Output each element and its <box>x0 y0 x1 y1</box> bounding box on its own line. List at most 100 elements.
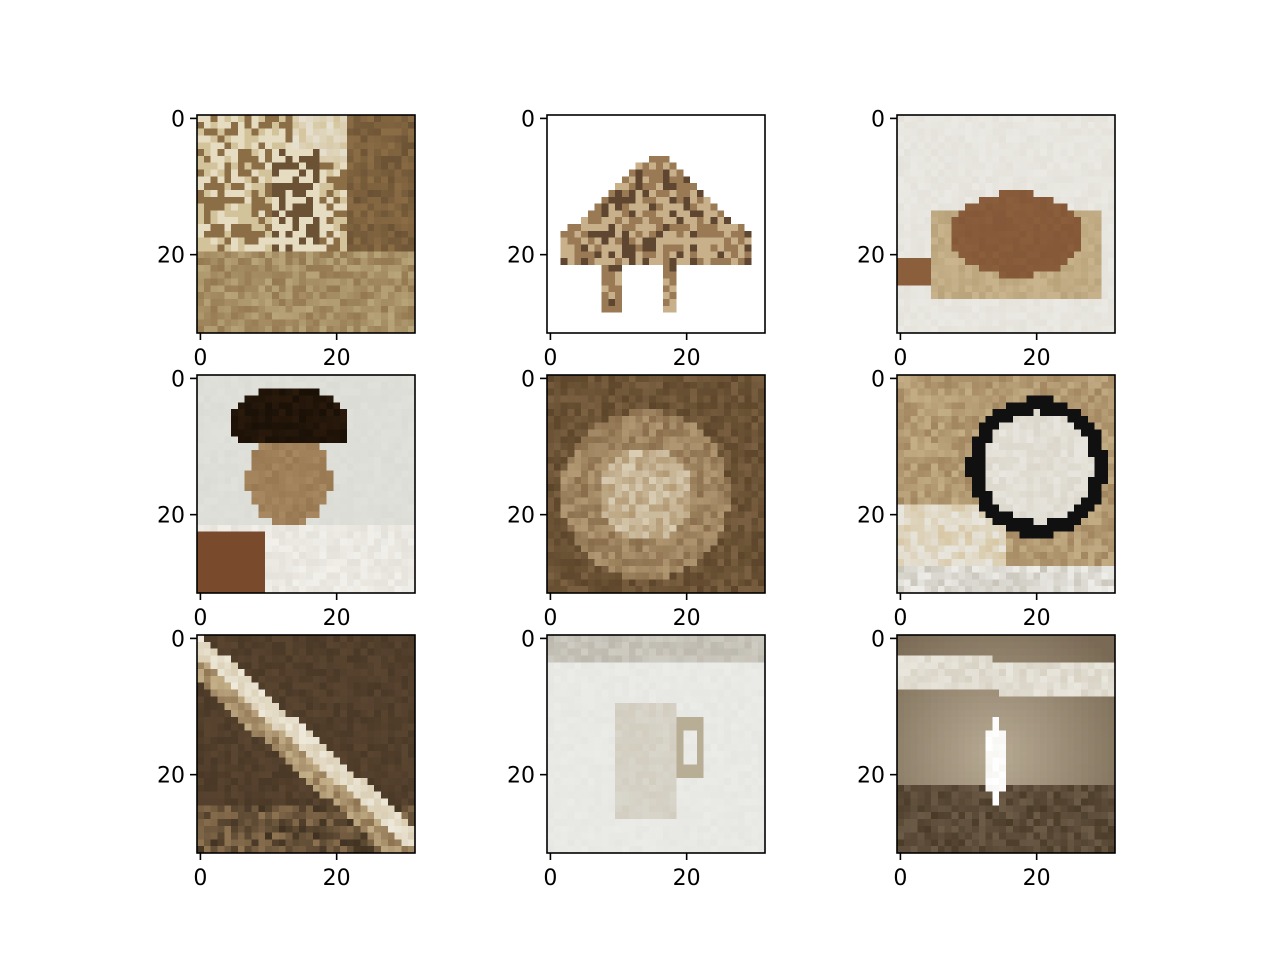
pixel <box>210 135 218 143</box>
pixel <box>669 518 677 526</box>
pixel <box>333 224 341 232</box>
pixel <box>367 395 375 403</box>
pixel <box>730 230 739 239</box>
pixel <box>197 497 205 505</box>
pixel <box>326 128 334 136</box>
pixel <box>231 319 239 327</box>
pixel <box>635 121 643 130</box>
pixel <box>560 415 568 424</box>
pixel <box>676 312 684 320</box>
pixel <box>394 271 402 279</box>
pixel <box>965 135 973 143</box>
pixel <box>567 470 575 478</box>
pixel <box>292 463 300 471</box>
pixel <box>560 230 568 239</box>
pixel <box>1019 142 1027 150</box>
pixel <box>340 415 348 424</box>
pixel <box>710 443 718 451</box>
pixel <box>401 388 409 396</box>
pixel <box>340 142 348 150</box>
pixel <box>594 326 602 334</box>
pixel <box>1101 224 1109 232</box>
pixel <box>587 121 596 130</box>
pixel <box>594 183 602 191</box>
pixel <box>244 415 252 424</box>
pixel <box>224 409 232 417</box>
pixel <box>333 244 341 252</box>
pixel <box>710 375 718 383</box>
pixel <box>931 149 939 157</box>
pixel <box>353 402 361 410</box>
pixel <box>224 224 232 232</box>
pixel <box>285 402 293 410</box>
pixel <box>547 121 555 130</box>
pixel <box>917 271 925 279</box>
pixel <box>326 511 334 519</box>
pixel <box>642 429 650 437</box>
pixel <box>724 388 732 396</box>
pixel <box>333 518 341 526</box>
pixel <box>1094 210 1102 218</box>
pixel <box>367 375 375 383</box>
pixel <box>353 203 361 211</box>
pixel <box>649 264 657 273</box>
pixel <box>360 558 368 567</box>
pixel <box>224 572 232 580</box>
pixel <box>730 484 739 492</box>
pixel <box>231 128 239 136</box>
pixel <box>730 305 739 313</box>
pixel <box>401 409 409 417</box>
pixel <box>306 402 314 410</box>
pixel <box>374 511 382 519</box>
pixel <box>560 292 568 300</box>
pixel <box>547 375 555 383</box>
pixel <box>258 142 266 150</box>
pixel <box>951 189 959 198</box>
pixel <box>594 237 602 245</box>
pixel <box>999 142 1007 150</box>
pixel <box>608 518 616 526</box>
pixel <box>574 128 582 136</box>
pixel <box>751 504 759 512</box>
pixel <box>312 244 321 252</box>
pixel <box>1026 319 1034 327</box>
pixel <box>367 388 375 396</box>
pixel <box>669 121 677 130</box>
pixel <box>271 149 280 157</box>
pixel <box>408 463 416 471</box>
pixel <box>737 545 745 553</box>
pixel <box>621 388 630 396</box>
pixel <box>744 531 752 539</box>
pixel <box>197 278 205 286</box>
pixel <box>717 305 725 313</box>
pixel <box>696 490 705 499</box>
pixel <box>224 312 232 320</box>
pixel <box>594 524 602 533</box>
pixel <box>751 518 759 526</box>
pixel <box>203 210 212 218</box>
pixel <box>258 552 266 560</box>
pixel <box>1074 169 1082 177</box>
pixel <box>210 436 218 444</box>
pixel <box>237 278 246 286</box>
pixel <box>744 415 752 424</box>
pixel <box>683 388 691 396</box>
pixel <box>367 415 375 424</box>
pixel <box>587 436 596 444</box>
pixel <box>1046 312 1055 320</box>
pixel <box>758 312 766 320</box>
pixel <box>710 484 718 492</box>
pixel <box>676 135 684 143</box>
pixel <box>758 470 766 478</box>
pixel <box>278 579 286 587</box>
pixel <box>217 135 225 143</box>
pixel <box>710 415 718 424</box>
pixel <box>353 565 361 573</box>
pixel <box>724 429 732 437</box>
pixel <box>587 244 596 252</box>
pixel <box>1067 210 1075 218</box>
pixel <box>306 572 314 580</box>
pixel <box>231 312 239 320</box>
pixel <box>730 511 739 519</box>
pixel <box>669 443 677 451</box>
